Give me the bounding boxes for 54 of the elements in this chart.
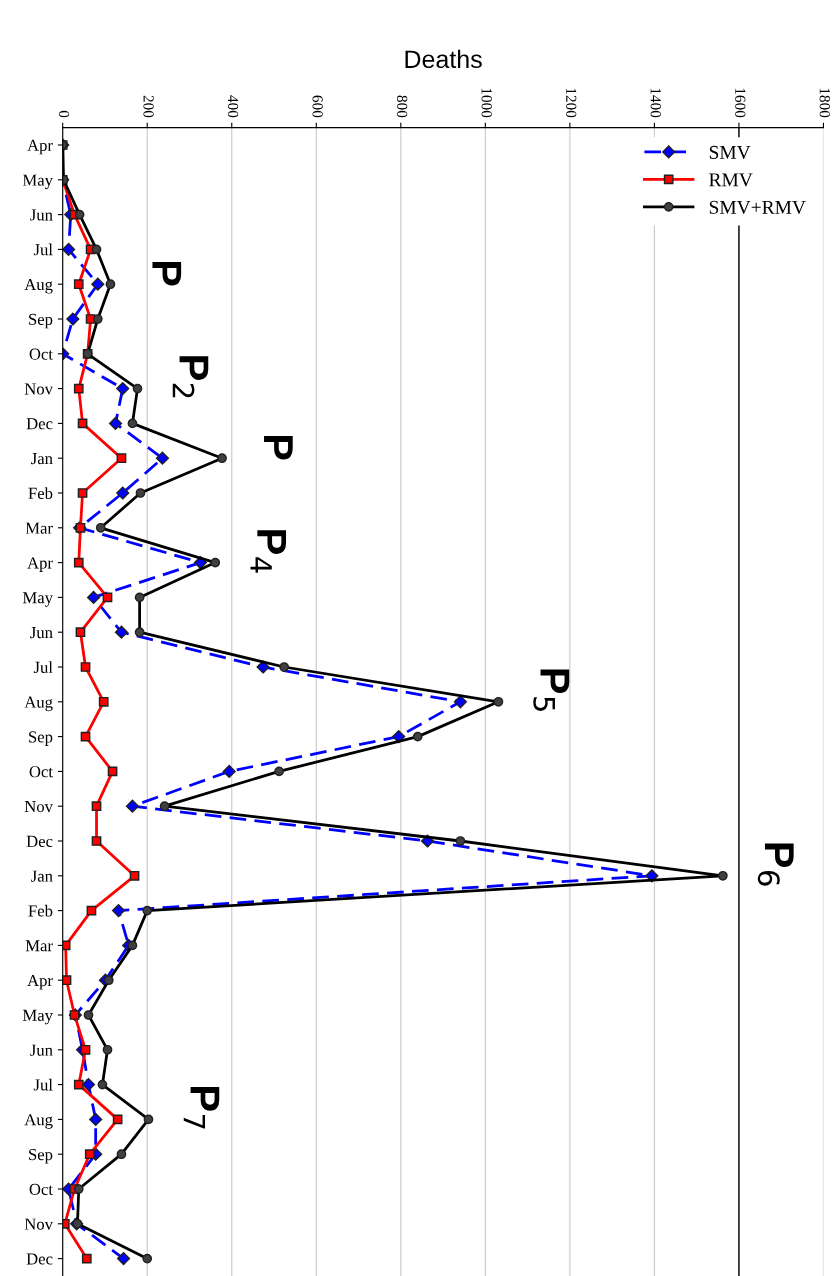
y-tick-label: Aug — [24, 1114, 53, 1129]
y-tick-label: Sep — [29, 1148, 53, 1164]
y-tick-label: Jul — [33, 661, 53, 673]
y-tick-label: Oct — [29, 1183, 53, 1195]
y-tick-label: Apr — [27, 557, 53, 572]
legend-label: RMV — [709, 173, 753, 187]
y-tick-label: Nov — [24, 1218, 53, 1230]
y-tick-label: Jun — [30, 627, 53, 639]
annotation: P$_{6}$ — [757, 843, 794, 886]
y-tick-label: Aug — [24, 278, 53, 294]
y-tick-label: May — [22, 1009, 53, 1025]
y-tick-label: Dec — [26, 1253, 53, 1265]
x-tick-label: 0 — [58, 110, 70, 118]
legend-label: SMV+RMV — [709, 200, 806, 214]
y-tick-label: May — [22, 174, 53, 190]
y-tick-label: Sep — [29, 731, 53, 746]
x-tick-label: 200 — [143, 95, 154, 118]
x-tick-label: 1000 — [481, 88, 492, 118]
annotation: P$_{2}$ — [172, 356, 209, 398]
y-tick-label: Jan — [31, 870, 53, 882]
y-tick-label: Jan — [31, 453, 53, 465]
y-tick-label: Aug — [24, 696, 53, 712]
y-tick-label: Dec — [26, 835, 53, 847]
y-tick-label: Apr — [27, 139, 53, 155]
y-tick-label: Oct — [29, 348, 53, 360]
x-tick-label: 1200 — [566, 88, 577, 118]
y-tick-label: Jun — [30, 1044, 53, 1056]
y-tick-label: Mar — [25, 940, 53, 952]
y-tick-label: Jul — [33, 1078, 53, 1091]
annotation: P$_{7}$ — [183, 1087, 220, 1129]
annotation: P — [152, 261, 182, 286]
x-tick-label: 1800 — [819, 88, 830, 118]
x-tick-label: 1600 — [735, 88, 746, 118]
x-axis-title: Deaths — [405, 49, 482, 69]
y-tick-label: Nov — [24, 383, 53, 395]
y-tick-label: Jun — [30, 209, 53, 221]
y-tick-label: Mar — [25, 522, 53, 534]
y-tick-label: Nov — [24, 801, 53, 813]
x-tick-label: 800 — [396, 95, 408, 118]
annotation: P — [264, 435, 293, 460]
x-tick-label: 600 — [312, 95, 323, 118]
y-tick-label: Feb — [28, 487, 53, 499]
x-tick-label: 400 — [227, 95, 239, 118]
y-tick-label: Apr — [27, 974, 53, 990]
y-tick-label: Jul — [33, 243, 53, 256]
annotation: P$_{4}$ — [250, 530, 287, 573]
legend-label: SMV — [709, 145, 751, 160]
y-tick-label: Oct — [29, 766, 53, 778]
y-tick-label: Feb — [28, 904, 53, 917]
annotation: P$_{5}$ — [533, 669, 570, 711]
x-tick-label: 1400 — [650, 88, 661, 118]
y-tick-label: Sep — [29, 313, 53, 329]
y-tick-label: May — [22, 592, 53, 607]
y-tick-label: Dec — [26, 418, 53, 430]
